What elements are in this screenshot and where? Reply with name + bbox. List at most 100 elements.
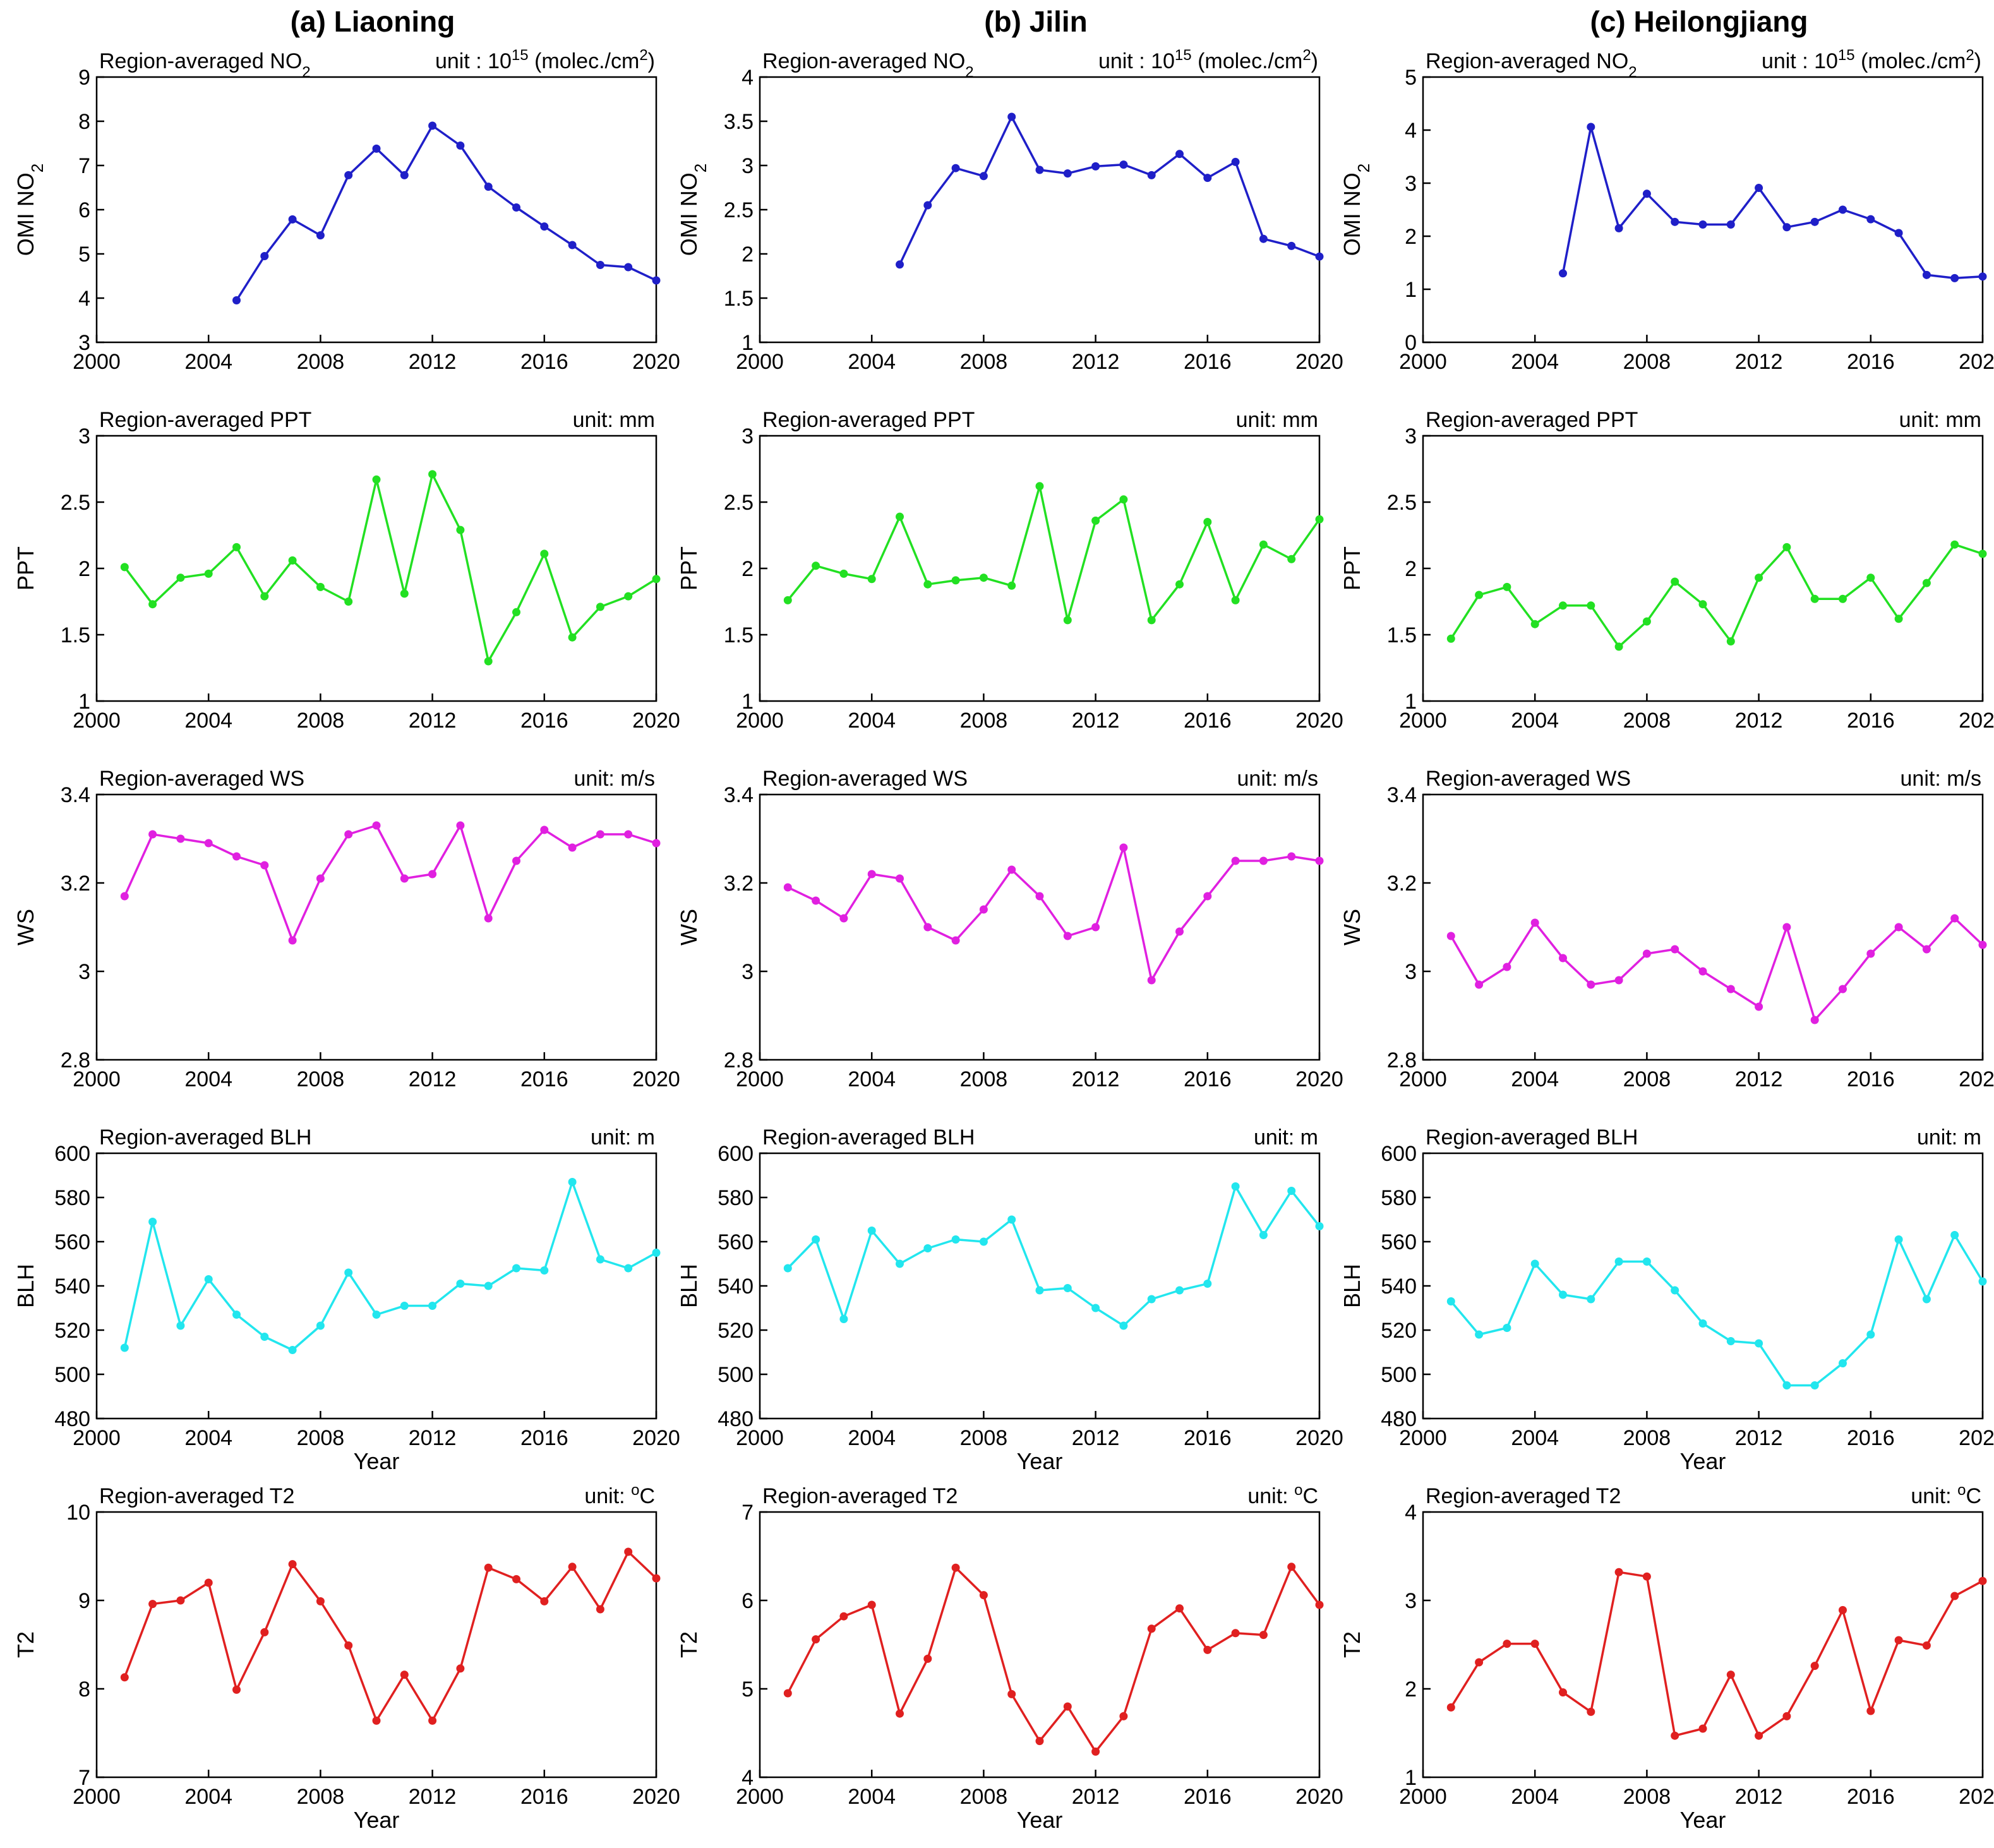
data-point (1922, 1641, 1931, 1650)
data-point (1698, 967, 1707, 976)
y-axis-label: T2 (1339, 1631, 1365, 1658)
data-point (979, 573, 988, 582)
data-point (400, 171, 409, 179)
x-tick-label: 2004 (848, 1067, 896, 1091)
panel-title: Region-averaged NO2 (762, 49, 974, 81)
x-tick-label: 2016 (1184, 1785, 1232, 1809)
panel-grid: 2000 2004 2008 2012 2016 20203456789Region-av… (13, 47, 1994, 1833)
data-point (372, 1716, 381, 1725)
y-tick-label: 6 (742, 1589, 754, 1613)
data-point (1203, 174, 1212, 183)
data-point (316, 1597, 325, 1605)
data-point (288, 1560, 297, 1569)
unit-label: unit: m (1917, 1125, 1981, 1149)
data-point (951, 1563, 960, 1572)
data-point (1950, 914, 1959, 923)
data-point (1503, 1640, 1511, 1648)
y-tick-label: 3.4 (1387, 783, 1417, 807)
panel-heilongjiang-t2: 2000 2004 2008 2012 2016 2020 1 2 3 4 Region-avera… (1339, 1482, 1994, 1833)
data-point (923, 923, 932, 932)
x-tick-label: 2004 (1511, 350, 1559, 374)
y-tick-label: 580 (1381, 1186, 1417, 1210)
x-tick-label: 2000 (1399, 1426, 1447, 1450)
data-point (1810, 1662, 1819, 1671)
data-point (1671, 945, 1679, 954)
data-point (1007, 1215, 1016, 1224)
unit-label: unit: oC (1911, 1482, 1981, 1509)
y-tick-label: 1 (742, 690, 754, 714)
data-point (1231, 1182, 1240, 1191)
data-point (372, 475, 381, 484)
data-point (176, 1596, 185, 1605)
x-tick-label: 2016 (1184, 350, 1232, 374)
data-point (260, 592, 269, 601)
data-point (652, 839, 661, 848)
data-point (512, 856, 520, 865)
column-title-jilin: (b) Jilin (984, 5, 1088, 38)
data-point (344, 830, 353, 839)
y-tick-label: 3 (78, 960, 90, 984)
y-tick-label: 600 (1381, 1142, 1417, 1166)
panel-liaoning-ppt: 2000 2004 2008 2012 2016 2020 1 1.5 2 2.5 3 Region-… (13, 408, 680, 733)
y-tick-label: 4 (742, 1766, 754, 1790)
data-point (1091, 1747, 1100, 1756)
y-tick-label: 9 (78, 66, 90, 90)
panel-title: Region-averaged BLH (762, 1125, 975, 1149)
x-tick-label: 2020 (1959, 709, 1994, 733)
data-point (148, 600, 157, 609)
data-point (1203, 1645, 1212, 1654)
plot-frame (95, 76, 658, 344)
data-point (1530, 918, 1539, 927)
x-tick-label: 2008 (1623, 1785, 1671, 1809)
x-tick-label: 2000 (1399, 1067, 1447, 1091)
data-point (839, 1612, 848, 1621)
y-tick-label: 3 (742, 424, 754, 448)
y-tick-label: 3 (1405, 172, 1417, 196)
panel-jilin-no2: 2000 2004 2008 2012 2016 2020 1 1.5 2 2.5 3 3.5 4 Reg… (676, 47, 1343, 375)
data-point (1091, 1304, 1100, 1312)
data-point (1231, 596, 1240, 604)
unit-label: unit: oC (584, 1482, 655, 1509)
x-tick-label: 2012 (1072, 709, 1120, 733)
data-point (1559, 601, 1567, 610)
data-point (316, 1321, 325, 1330)
panel-title: Region-averaged BLH (1426, 1125, 1638, 1149)
data-point (1642, 1572, 1651, 1581)
data-point (1642, 949, 1651, 958)
data-point (1287, 241, 1296, 250)
x-axis-label: Year (1017, 1807, 1063, 1833)
series-line-heilongjiang-blh (1450, 1233, 1984, 1387)
data-point (896, 1709, 904, 1718)
x-tick-label: 2016 (520, 1785, 568, 1809)
plot-frame (759, 793, 1321, 1061)
data-point (1614, 1257, 1623, 1266)
y-tick-label: 540 (54, 1275, 90, 1299)
data-point (232, 543, 241, 551)
data-point (1007, 865, 1016, 874)
data-point (1810, 217, 1819, 226)
x-tick-label: 2004 (184, 1067, 232, 1091)
data-point (232, 852, 241, 861)
data-point (783, 1689, 792, 1698)
data-point (896, 1259, 904, 1268)
data-point (540, 825, 549, 834)
plot-frame (759, 1152, 1321, 1420)
y-tick-label: 2.5 (724, 491, 754, 515)
data-point (867, 1600, 876, 1609)
y-tick-label: 2.5 (61, 491, 90, 515)
x-tick-label: 2000 (736, 709, 784, 733)
data-point (923, 1244, 932, 1252)
x-tick-label: 2004 (1511, 1426, 1559, 1450)
x-tick-label: 2004 (848, 1426, 896, 1450)
x-tick-label: 2012 (1072, 1067, 1120, 1091)
y-tick-label: 1 (1405, 1766, 1417, 1790)
data-point (1063, 932, 1072, 940)
plot-frame (759, 76, 1321, 344)
x-tick-label: 2016 (1184, 1067, 1232, 1091)
x-tick-label: 2020 (1959, 350, 1994, 374)
unit-label: unit : 1015 (molec./cm2) (435, 47, 655, 74)
data-point (1810, 1381, 1819, 1389)
data-point (1559, 954, 1567, 963)
panel-title: Region-averaged T2 (762, 1484, 958, 1508)
data-point (596, 603, 604, 611)
